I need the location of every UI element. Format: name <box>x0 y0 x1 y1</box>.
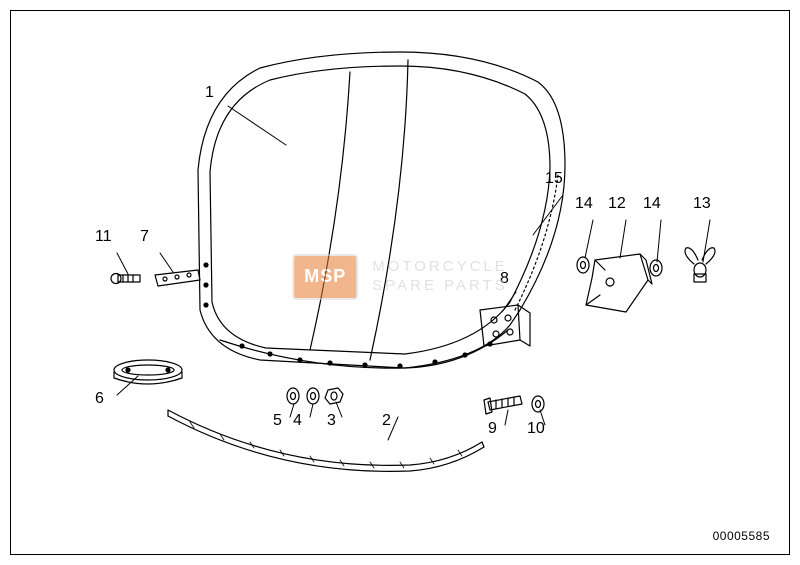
callout-3: 3 <box>327 412 336 430</box>
callout-8: 8 <box>500 270 509 288</box>
callout-7: 7 <box>140 228 149 246</box>
part-handle-6 <box>114 360 182 384</box>
callout-6: 6 <box>95 390 104 408</box>
diagram-svg <box>10 10 790 555</box>
leader-lines <box>117 106 710 440</box>
part-nut-3 <box>325 388 343 404</box>
callout-9: 9 <box>488 420 497 438</box>
part-washer-14b <box>650 260 662 276</box>
callout-11: 11 <box>95 228 112 246</box>
diagram-id: 00005585 <box>713 529 770 543</box>
part-washer-10 <box>532 396 544 412</box>
callout-5: 5 <box>273 412 282 430</box>
callout-2: 2 <box>382 412 391 430</box>
callout-10: 10 <box>527 420 545 438</box>
callout-1: 1 <box>205 84 214 102</box>
part-screw-9 <box>484 396 522 414</box>
part-washer-5 <box>287 388 299 404</box>
part-wingnut-13 <box>685 248 715 282</box>
part-washer-4 <box>307 388 319 404</box>
part-washer-14a <box>577 257 589 273</box>
callout-15: 15 <box>545 170 563 188</box>
part-edge-trim <box>168 410 484 471</box>
callout-13: 13 <box>693 195 711 213</box>
callout-14a: 14 <box>575 195 593 213</box>
part-screw-11 <box>111 274 140 284</box>
callout-12: 12 <box>608 195 626 213</box>
part-clip-7 <box>155 270 200 286</box>
part-bracket-12 <box>586 254 652 312</box>
callout-4: 4 <box>293 412 302 430</box>
part-bracket-8 <box>480 305 530 346</box>
callout-14b: 14 <box>643 195 661 213</box>
